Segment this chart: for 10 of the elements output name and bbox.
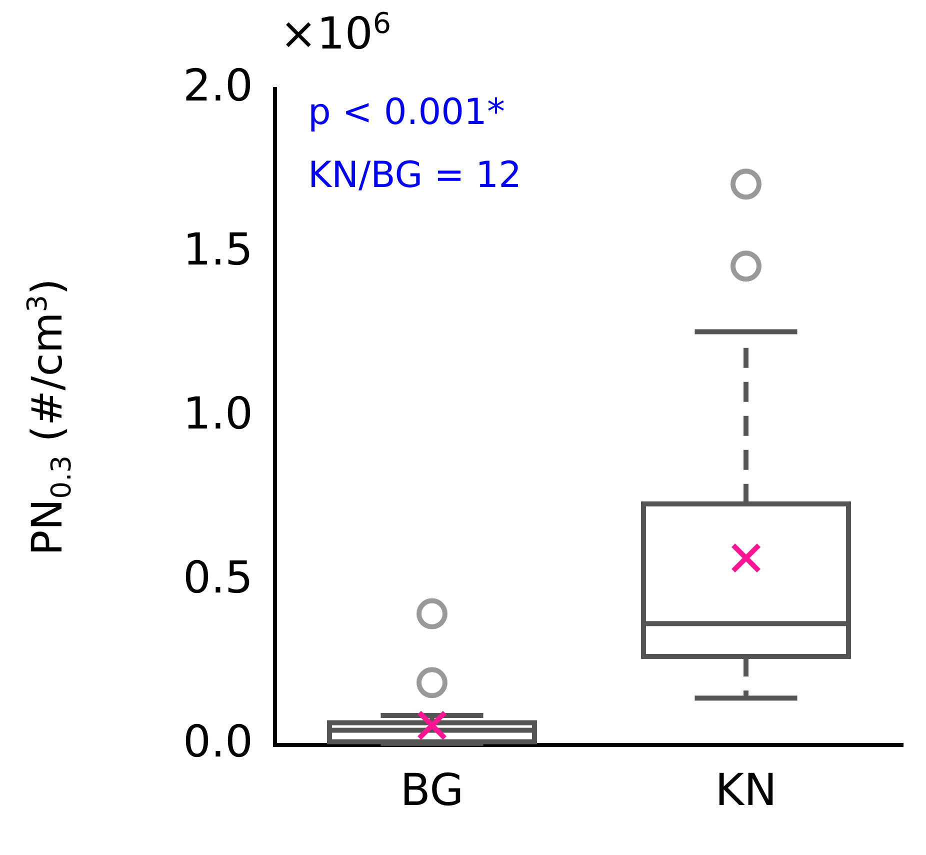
y-tick-label: 2.0 [183,60,253,112]
y-tick-label: 0.5 [183,552,253,604]
y-tick-label: 1.0 [183,388,253,440]
annotation: KN/BG = 12 [308,155,522,196]
annotation: p < 0.001* [308,92,505,133]
text: ×10$^{6}$ [280,6,392,60]
x-tick-label: KN [715,764,777,816]
y-tick-label: 1.5 [183,224,253,276]
y-tick-label: 0.0 [183,716,253,768]
x-tick-label: BG [400,764,464,816]
